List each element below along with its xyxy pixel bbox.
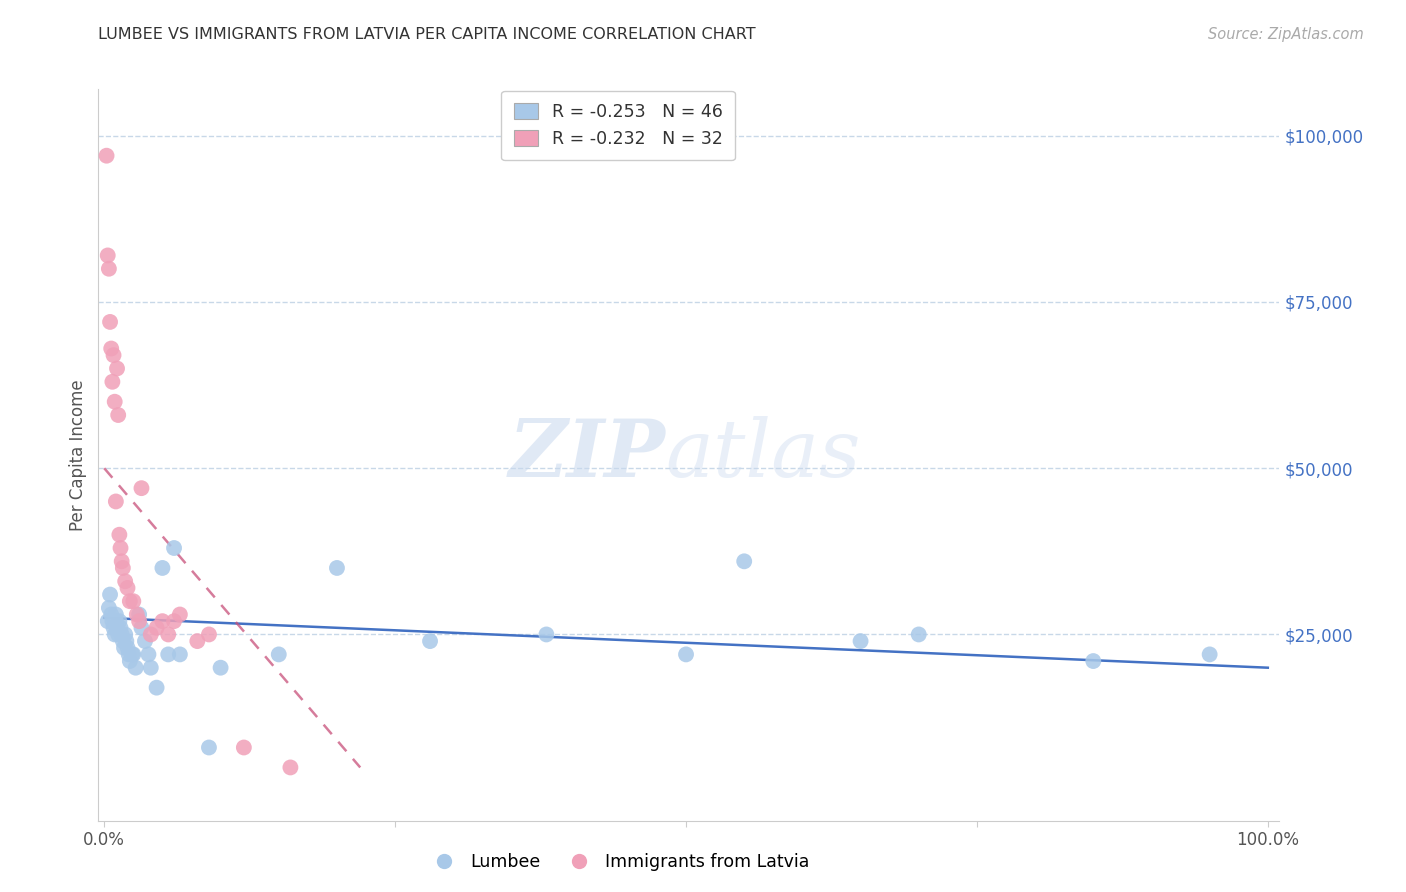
Point [157, 648, 180, 662]
Point [209, 661, 232, 675]
Point [101, 614, 124, 628]
Point [145, 621, 167, 635]
Point [103, 348, 125, 362]
Point [104, 494, 127, 508]
Point [169, 648, 191, 662]
Legend: Lumbee, Immigrants from Latvia: Lumbee, Immigrants from Latvia [420, 846, 815, 878]
Point [232, 740, 254, 755]
Point [111, 627, 134, 641]
Point [849, 634, 872, 648]
Point [105, 621, 128, 635]
Point [122, 594, 145, 608]
Y-axis label: Per Capita Income: Per Capita Income [69, 379, 87, 531]
Point [157, 627, 180, 641]
Point [100, 607, 122, 622]
Point [907, 627, 929, 641]
Point [111, 554, 134, 568]
Point [1083, 654, 1105, 668]
Point [118, 594, 141, 608]
Point [98, 588, 121, 602]
Point [103, 621, 125, 635]
Text: Source: ZipAtlas.com: Source: ZipAtlas.com [1208, 27, 1364, 42]
Point [110, 621, 132, 635]
Point [138, 648, 160, 662]
Point [97, 600, 120, 615]
Point [114, 574, 136, 589]
Point [105, 361, 128, 376]
Point [117, 640, 139, 655]
Point [118, 648, 141, 662]
Point [198, 627, 221, 641]
Point [104, 627, 127, 641]
Text: LUMBEE VS IMMIGRANTS FROM LATVIA PER CAPITA INCOME CORRELATION CHART: LUMBEE VS IMMIGRANTS FROM LATVIA PER CAP… [98, 27, 756, 42]
Text: atlas: atlas [665, 417, 860, 493]
Point [104, 394, 127, 409]
Point [110, 541, 132, 555]
Point [101, 375, 124, 389]
Point [100, 342, 122, 356]
Point [124, 661, 146, 675]
Point [112, 640, 135, 655]
Point [280, 760, 302, 774]
Point [97, 248, 120, 262]
Point [131, 481, 153, 495]
Point [536, 627, 558, 641]
Point [117, 581, 139, 595]
Point [163, 614, 186, 628]
Point [186, 634, 208, 648]
Point [326, 561, 349, 575]
Point [139, 627, 162, 641]
Point [104, 614, 127, 628]
Point [111, 561, 134, 575]
Point [128, 607, 150, 622]
Point [152, 561, 174, 575]
Point [198, 740, 221, 755]
Point [169, 607, 191, 622]
Point [139, 661, 162, 675]
Point [128, 614, 150, 628]
Point [733, 554, 755, 568]
Point [145, 681, 167, 695]
Point [115, 634, 138, 648]
Point [675, 648, 697, 662]
Point [122, 648, 145, 662]
Point [111, 634, 134, 648]
Point [108, 527, 131, 541]
Point [267, 648, 290, 662]
Point [125, 607, 148, 622]
Point [121, 648, 143, 662]
Point [152, 614, 174, 628]
Point [104, 607, 127, 622]
Point [1198, 648, 1220, 662]
Point [118, 654, 141, 668]
Point [108, 614, 131, 628]
Text: ZIP: ZIP [509, 417, 665, 493]
Point [114, 627, 136, 641]
Point [163, 541, 186, 555]
Point [98, 315, 121, 329]
Point [131, 621, 153, 635]
Point [134, 634, 156, 648]
Point [97, 261, 120, 276]
Point [107, 408, 129, 422]
Point [419, 634, 441, 648]
Point [107, 627, 129, 641]
Point [96, 149, 118, 163]
Point [97, 614, 120, 628]
